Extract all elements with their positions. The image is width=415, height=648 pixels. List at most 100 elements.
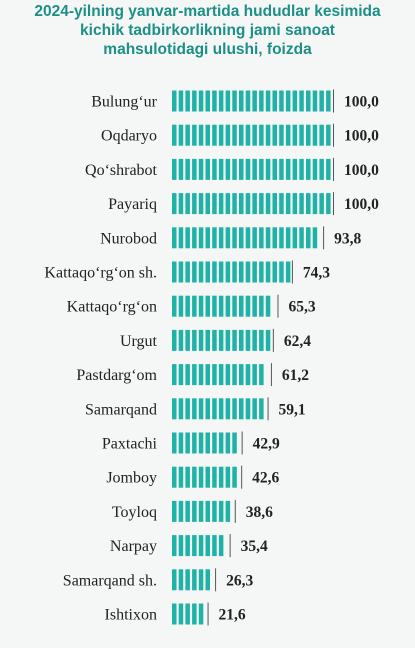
bar-segment	[178, 227, 184, 249]
bar-segment	[192, 261, 197, 283]
bar-segment	[172, 227, 177, 249]
bar-segment	[245, 90, 251, 112]
bar-segment	[172, 500, 177, 522]
bar-segment	[285, 261, 291, 283]
bar-segment	[172, 535, 177, 557]
bar-segment	[185, 295, 190, 317]
bar-segment	[218, 329, 224, 351]
bar-segment	[306, 227, 311, 249]
bar-segment	[212, 466, 217, 488]
bar-segment	[285, 90, 291, 112]
bar-row: Toyloq 38,6	[112, 499, 273, 523]
bar-segment	[205, 124, 210, 146]
category-label: Narpay	[110, 538, 157, 555]
bar-segment	[198, 569, 204, 591]
bar-segment	[205, 535, 210, 557]
bar-segment	[245, 158, 251, 180]
bar-segment	[312, 158, 318, 180]
bar	[172, 261, 291, 283]
bar-segment	[319, 124, 324, 146]
bar-segment	[178, 466, 184, 488]
bar-segment	[185, 432, 190, 454]
bar-segment	[259, 329, 264, 351]
bar	[172, 500, 231, 522]
bar-segment	[172, 569, 177, 591]
value-label: 42,9	[253, 436, 280, 453]
bar-segment	[265, 329, 271, 351]
bar-segment	[232, 432, 237, 454]
bar-segment	[232, 193, 237, 215]
chart-title-line-1: 2024-yilning yanvar-martida hududlar kes…	[34, 3, 381, 20]
bar-segment	[259, 398, 264, 420]
bar	[172, 466, 237, 488]
bar-segment	[185, 329, 190, 351]
bar-segment	[198, 124, 204, 146]
bar-segment	[252, 261, 257, 283]
bar-segment	[285, 124, 291, 146]
bar-segment	[212, 227, 217, 249]
bar-segment	[185, 569, 190, 591]
bar	[172, 158, 331, 180]
bar-segment	[172, 329, 177, 351]
value-label: 100,0	[344, 196, 379, 213]
bar-segment	[218, 295, 224, 317]
bar-segment	[279, 261, 284, 283]
bar-segment	[299, 158, 304, 180]
bar-segment	[285, 193, 291, 215]
bar-segment	[232, 398, 237, 420]
bar-segment	[172, 364, 177, 386]
bar-segment	[252, 329, 257, 351]
bar-segment	[279, 90, 284, 112]
bar-segment	[185, 364, 190, 386]
bar-segment	[218, 90, 224, 112]
bar-segment	[299, 193, 304, 215]
bar-segment	[292, 158, 298, 180]
category-label: Urgut	[120, 333, 158, 350]
bar-segment	[239, 261, 244, 283]
bar-segment	[205, 90, 210, 112]
bar	[172, 398, 264, 420]
bar-row: Ishtixon 21,6	[105, 602, 246, 626]
category-label: Payariq	[108, 196, 157, 213]
bar-segment	[178, 603, 184, 625]
bar-segment	[239, 329, 244, 351]
bar-segment	[232, 90, 237, 112]
value-label: 93,8	[334, 230, 361, 247]
bar-segment	[225, 227, 231, 249]
bar-segment	[192, 124, 197, 146]
bar-segment	[212, 158, 217, 180]
value-label: 42,6	[252, 470, 279, 487]
bar-row: Samarqand sh. 26,3	[63, 568, 253, 592]
bar-segment	[239, 295, 244, 317]
bar-segment	[212, 329, 217, 351]
bar-segment	[252, 158, 257, 180]
bar-segment	[198, 261, 204, 283]
value-label: 61,2	[282, 367, 309, 384]
bar-segment	[212, 193, 217, 215]
bar-segment	[225, 261, 231, 283]
bar-segment	[198, 193, 204, 215]
bar-segment	[239, 158, 244, 180]
bar-segment	[192, 329, 197, 351]
bar-segment	[232, 295, 237, 317]
bar-segment	[185, 500, 190, 522]
bar-row: Jomboy 42,6	[106, 465, 280, 489]
bar-segment	[185, 90, 190, 112]
category-label: Samarqand sh.	[63, 572, 157, 589]
bar-segment	[299, 90, 304, 112]
bar-segment	[205, 295, 210, 317]
bar-segment	[218, 535, 224, 557]
bar-segment	[178, 364, 184, 386]
bar-segment	[232, 158, 237, 180]
bar-segment	[198, 329, 204, 351]
bar-segment	[259, 227, 264, 249]
bar-segment	[319, 193, 324, 215]
bar-segment	[245, 124, 251, 146]
bar-segment	[185, 124, 190, 146]
bar-segment	[252, 295, 257, 317]
value-label: 100,0	[344, 162, 379, 179]
chart-title-line-3: mahsulotidagi ulushi, foizda	[103, 41, 312, 58]
bar-segment	[198, 603, 204, 625]
bar-segment	[198, 535, 204, 557]
bar-segment	[205, 398, 210, 420]
